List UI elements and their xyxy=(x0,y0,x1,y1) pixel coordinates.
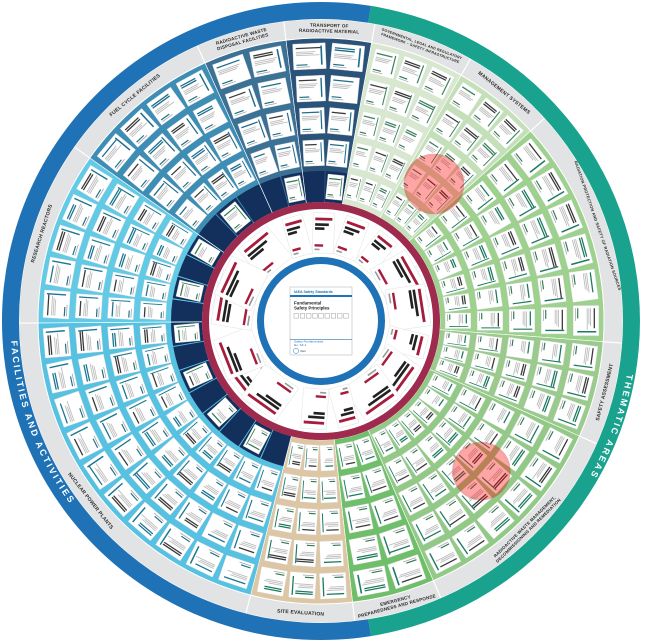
svg-text:IAEA: IAEA xyxy=(300,349,306,353)
svg-text:IAEA Safety Standards: IAEA Safety Standards xyxy=(294,290,333,294)
svg-text:Safety Principles: Safety Principles xyxy=(294,306,330,311)
svg-text:No. SF-1: No. SF-1 xyxy=(294,343,307,347)
